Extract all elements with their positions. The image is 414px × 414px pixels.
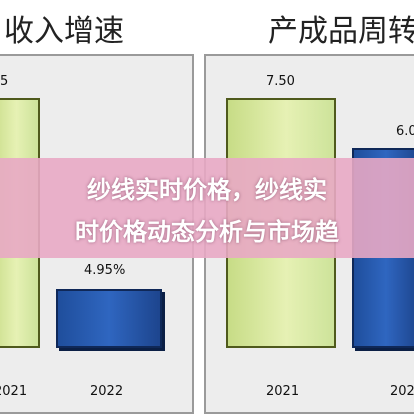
category-label-2021-left: 2021	[0, 384, 28, 399]
category-label-2022-right: 2022	[390, 384, 414, 399]
data-label-2022-right: 6.0	[396, 124, 414, 139]
left-chart-title: 收入增速	[4, 14, 124, 49]
right-chart-title: 产成品周转	[268, 14, 414, 49]
category-label-2022-left: 2022	[90, 384, 124, 399]
overlay-banner: 纱线实时价格，纱线实 时价格动态分析与市场趋	[0, 158, 414, 258]
banner-text-line-1: 纱线实时价格，纱线实	[87, 176, 327, 204]
category-label-2021-right: 2021	[266, 384, 300, 399]
data-label-2021-left: 5	[0, 74, 9, 89]
bar-2022-left	[56, 288, 162, 348]
data-label-2022-left: 4.95%	[84, 262, 126, 278]
data-label-2021-right: 7.50	[266, 74, 295, 89]
banner-text-line-2: 时价格动态分析与市场趋	[75, 218, 339, 246]
